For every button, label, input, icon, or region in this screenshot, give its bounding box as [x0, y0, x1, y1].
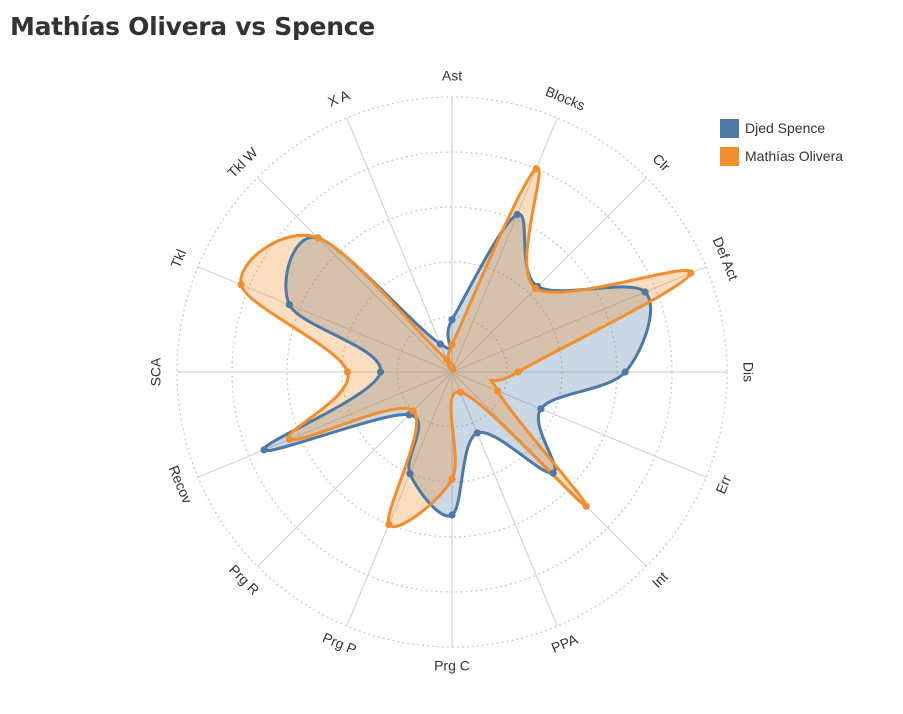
- data-point[interactable]: [385, 520, 393, 529]
- data-point[interactable]: [621, 368, 629, 376]
- data-point[interactable]: [473, 429, 481, 437]
- data-point[interactable]: [514, 368, 522, 376]
- chart-title: Mathías Olivera vs Spence: [10, 12, 375, 41]
- axis-label: Prg R: [226, 561, 263, 598]
- series-area-fill: [240, 168, 691, 527]
- axis-label: Prg P: [320, 629, 358, 657]
- axis-label: Prg C: [434, 658, 470, 674]
- data-point[interactable]: [456, 388, 465, 396]
- axis-label: Tkl: [167, 247, 189, 270]
- axis-label: Clr: [650, 151, 674, 175]
- data-point[interactable]: [687, 269, 695, 277]
- axis-label: SCA: [148, 357, 164, 386]
- axis-label: X A: [325, 86, 352, 109]
- data-point[interactable]: [237, 281, 245, 289]
- data-point[interactable]: [448, 511, 456, 519]
- legend-item-djed-spence[interactable]: Djed Spence: [720, 114, 843, 142]
- axis-spoke: [257, 177, 453, 373]
- series-areas: [239, 167, 693, 529]
- axis-label: Blocks: [543, 83, 587, 114]
- axis-label: Def Act: [710, 235, 742, 283]
- axis-spoke: [346, 371, 453, 627]
- axis-spoke: [451, 177, 647, 373]
- data-point[interactable]: [343, 368, 352, 376]
- data-point[interactable]: [448, 475, 456, 483]
- data-point[interactable]: [436, 340, 445, 348]
- data-point[interactable]: [494, 387, 502, 395]
- axis-spoke: [197, 371, 453, 478]
- series-line: [239, 167, 693, 529]
- data-point[interactable]: [406, 470, 414, 478]
- axis-label: PPA: [549, 631, 581, 656]
- data-point[interactable]: [532, 284, 540, 292]
- data-point[interactable]: [582, 502, 590, 510]
- data-point[interactable]: [448, 316, 456, 324]
- series-area-fill: [263, 214, 651, 516]
- data-point[interactable]: [448, 340, 456, 349]
- legend-swatch: [720, 146, 739, 166]
- data-point[interactable]: [641, 288, 649, 296]
- data-point[interactable]: [260, 446, 268, 454]
- data-point[interactable]: [314, 234, 322, 242]
- data-point[interactable]: [285, 435, 293, 443]
- legend: Djed Spence Mathías Olivera: [720, 114, 843, 170]
- axis-label: Ast: [442, 68, 462, 84]
- legend-label: Djed Spence: [745, 120, 826, 136]
- data-point[interactable]: [285, 301, 293, 309]
- axis-label: Err: [712, 472, 734, 496]
- series-line: [262, 212, 653, 518]
- legend-swatch: [720, 118, 739, 138]
- axis-label: Tkl W: [224, 144, 261, 181]
- legend-item-mathias-olivera[interactable]: Mathías Olivera: [720, 142, 843, 170]
- axis-label: Dis: [740, 362, 756, 382]
- axis-spoke: [451, 266, 707, 373]
- data-point[interactable]: [409, 407, 417, 415]
- data-point[interactable]: [376, 368, 385, 376]
- data-point[interactable]: [532, 165, 540, 173]
- data-point[interactable]: [537, 405, 545, 413]
- series-points: [237, 165, 695, 529]
- data-point[interactable]: [513, 210, 521, 219]
- axis-spoke: [451, 371, 707, 478]
- axis-label: Int: [649, 568, 671, 590]
- axis-spoke: [346, 117, 453, 373]
- axis-spoke: [451, 117, 558, 373]
- axis-spoke: [257, 371, 453, 567]
- data-point[interactable]: [549, 469, 557, 477]
- legend-label: Mathías Olivera: [745, 148, 844, 164]
- data-point[interactable]: [443, 355, 451, 363]
- axis-label: Recov: [166, 463, 196, 506]
- axis-spoke: [451, 371, 558, 627]
